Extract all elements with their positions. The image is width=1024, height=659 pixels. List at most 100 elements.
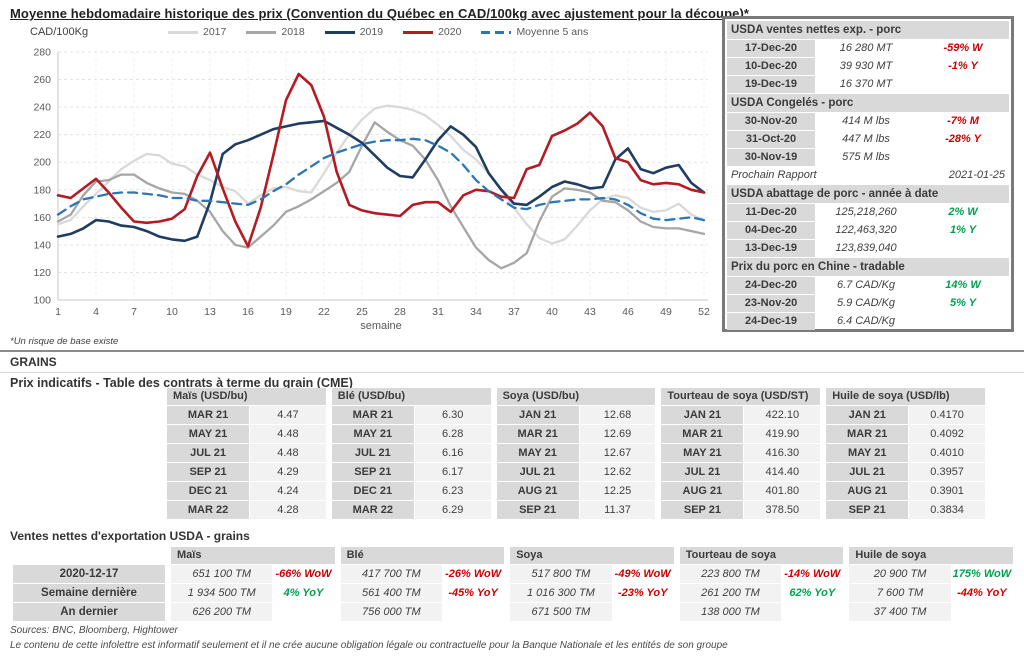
futures-row: DEC 21 4.24 (167, 482, 326, 500)
pork-data-row: 17-Dec-20 16 280 MT -59% W (727, 40, 1009, 57)
futures-row: JUL 21 0.3957 (826, 463, 985, 481)
next-report-date: 2021-01-25 (948, 169, 1005, 181)
x-axis-tick-label: 43 (584, 306, 596, 318)
pork-data-row: 04-Dec-20 122,463,320 1% Y (727, 222, 1009, 239)
pork-next-report-row: Prochain Rapport 2021-01-25 (727, 167, 1009, 184)
futures-contract-month: MAR 21 (167, 406, 250, 424)
sources-line: Sources: BNC, Bloomberg, Hightower (10, 625, 178, 636)
futures-contract-price: 6.17 (414, 463, 491, 481)
futures-row: JUL 21 6.16 (331, 444, 491, 462)
pork-row-date: 30-Nov-19 (727, 149, 815, 166)
export-volume-cell: 756 000 TM (340, 603, 443, 621)
futures-contract-price: 0.4170 (909, 406, 985, 424)
legend-line-swatch (168, 30, 198, 34)
disclaimer-line: Le contenu de cette infolettre est infor… (10, 640, 728, 651)
x-axis-tick-label: 4 (93, 306, 99, 318)
futures-contract-price: 4.24 (250, 482, 326, 500)
futures-contract-month: JAN 21 (826, 406, 909, 424)
export-percent-cell: -45% YoY (448, 587, 498, 599)
pork-row-value: 5.9 CAD/Kg (836, 297, 896, 309)
export-volume-cell: 1 934 500 TM (171, 584, 273, 602)
futures-contract-month: JUL 21 (661, 463, 744, 481)
x-axis-tick-label: 22 (318, 306, 330, 318)
export-row-label: 2020-12-17 (13, 565, 165, 583)
x-axis-tick-label: 52 (698, 306, 710, 318)
pork-row-value: 447 M lbs (842, 133, 890, 145)
grains-divider (0, 372, 1024, 373)
legend-line-swatch (481, 30, 512, 34)
futures-contract-month: MAR 21 (496, 425, 579, 443)
x-axis-tick-label: 40 (546, 306, 558, 318)
export-cell-group: 223 800 TM -14% WoW (679, 565, 844, 583)
legend-line-swatch (324, 30, 355, 34)
legend-label: 2020 (438, 26, 462, 38)
pork-data-row: 10-Dec-20 39 930 MT -1% Y (727, 58, 1009, 75)
series-line-2018 (56, 121, 706, 270)
futures-contract-month: MAY 21 (331, 425, 414, 443)
y-axis-tick-label: 160 (33, 212, 51, 224)
export-commodity-header: Huile de soya (849, 547, 1013, 564)
legend-line-swatch (246, 30, 277, 34)
futures-contract-month: SEP 21 (661, 501, 744, 519)
pork-section-header: Prix du porc en Chine - tradable (727, 258, 1009, 276)
futures-contract-month: DEC 21 (167, 482, 250, 500)
export-sales-table: Maïs Blé Soya Tourteau de soya Huile de soya… (13, 547, 1013, 622)
futures-contract-month: JUL 21 (826, 463, 909, 481)
futures-contract-month: JAN 21 (496, 406, 579, 424)
export-percent-cell (612, 603, 674, 621)
futures-row: JUL 21 4.48 (167, 444, 326, 462)
pork-row-value: 122,463,320 (835, 224, 897, 236)
export-cell-group: 651 100 TM -66% WoW (171, 565, 335, 583)
futures-contract-price: 4.48 (250, 425, 326, 443)
pork-data-row: 30-Nov-19 575 M lbs (727, 149, 1009, 166)
chart-footnote: *Un risque de base existe (10, 336, 119, 347)
futures-contract-price: 416.30 (744, 444, 821, 462)
futures-column: Blé (USD/bu) MAR 21 6.30 MAY 21 6.28 JUL 21 6.… (331, 388, 491, 520)
pork-row-value: 125,218,260 (835, 206, 897, 218)
export-percent-cell (272, 603, 334, 621)
export-cell-group: 756 000 TM (340, 603, 505, 621)
futures-column: Tourteau de soya (USD/ST) JAN 21 422.10 MAR… (661, 388, 821, 520)
export-volume-cell: 417 700 TM (340, 565, 443, 583)
futures-contract-price: 414.40 (744, 463, 821, 481)
futures-row: AUG 21 401.80 (661, 482, 821, 500)
pork-row-value: 414 M lbs (842, 115, 890, 127)
pork-row-value: 39 930 MT (839, 60, 893, 72)
futures-contract-price: 4.47 (250, 406, 326, 424)
futures-contract-price: 12.68 (579, 406, 656, 424)
y-axis-tick-label: 220 (33, 129, 51, 141)
x-axis-title: semaine (360, 320, 402, 332)
export-volume-cell: 651 100 TM (171, 565, 273, 583)
pork-data-row: 23-Nov-20 5.9 CAD/Kg 5% Y (727, 295, 1009, 312)
pork-row-value: 16 370 MT (839, 78, 893, 90)
export-volume-cell: 37 400 TM (849, 603, 951, 621)
export-percent-cell: 175% WoW (952, 568, 1012, 580)
export-volume-cell: 261 200 TM (679, 584, 782, 602)
futures-column-header: Soya (USD/bu) (496, 388, 656, 405)
next-report-label: Prochain Rapport (731, 169, 817, 181)
export-cell-group: 671 500 TM (510, 603, 674, 621)
futures-contract-month: MAR 22 (167, 501, 250, 519)
pork-row-value: 123,839,040 (835, 242, 897, 254)
pork-data-row: 19-Dec-19 16 370 MT (727, 76, 1009, 93)
export-header-row: Maïs Blé Soya Tourteau de soya Huile de soya (13, 547, 1013, 564)
futures-row: SEP 21 378.50 (661, 501, 821, 519)
futures-row: MAY 21 6.28 (331, 425, 491, 443)
export-cell-group: 261 200 TM 62% YoY (679, 584, 844, 602)
export-cell-group: 37 400 TM (849, 603, 1013, 621)
chart-header: CAD/100Kg 2017 2018 2019 2020 Moyenne 5 ans (8, 24, 720, 42)
pork-row-date: 11-Dec-20 (727, 204, 815, 221)
futures-contract-price: 0.4092 (909, 425, 985, 443)
futures-row: SEP 21 6.17 (331, 463, 491, 481)
x-axis-tick-label: 7 (131, 306, 137, 318)
x-axis-tick-label: 37 (508, 306, 520, 318)
export-percent-cell: -49% WoW (614, 568, 671, 580)
export-commodity-header: Soya (510, 547, 674, 564)
y-axis-tick-label: 180 (33, 184, 51, 196)
export-commodity-header: Tourteau de soya (679, 547, 844, 564)
pork-row-value: 575 M lbs (842, 151, 890, 163)
export-volume-cell: 671 500 TM (510, 603, 612, 621)
futures-contract-price: 422.10 (744, 406, 821, 424)
futures-contract-price: 0.3834 (909, 501, 985, 519)
